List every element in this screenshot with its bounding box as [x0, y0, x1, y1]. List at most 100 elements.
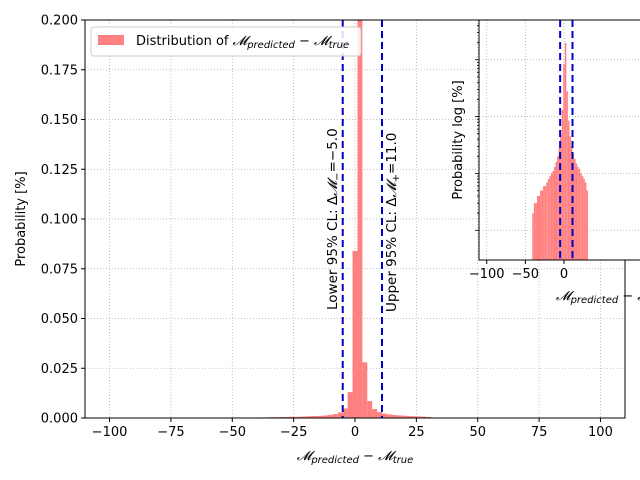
- inset-histogram-bar: [558, 148, 561, 260]
- legend-swatch: [98, 35, 124, 45]
- inset-histogram-bar: [575, 163, 578, 260]
- histogram-bar: [313, 416, 319, 418]
- inset-histogram-bar: [544, 186, 547, 260]
- x-tick-label: −50: [219, 425, 246, 440]
- inset-vlines: [559, 20, 574, 260]
- inset-x-tick-label: −100: [469, 267, 505, 282]
- inset-histogram-bar: [546, 182, 548, 260]
- histogram-bar: [323, 415, 328, 418]
- inset-histogram-bar: [549, 176, 551, 260]
- histogram-bar: [288, 416, 294, 418]
- inset-histogram-bar: [550, 173, 553, 260]
- inset-histogram-bar: [536, 196, 539, 260]
- y-tick-label: 0.175: [41, 63, 78, 78]
- main-vlines: [341, 20, 383, 418]
- y-tick-label: 0.000: [41, 412, 78, 427]
- main-bars: [254, 20, 432, 418]
- histogram-bar: [401, 415, 407, 418]
- inset-panel: −100 −50 0 Probability log [%] 𝓜predicted …: [451, 19, 640, 306]
- x-tick-label: 50: [469, 425, 486, 440]
- y-tick-label: 0.025: [41, 362, 78, 377]
- legend-label: Distribution of 𝓜predicted − 𝓜true: [136, 34, 349, 51]
- inset-histogram-bar: [532, 213, 534, 260]
- histogram-bar: [318, 415, 324, 418]
- histogram-bar: [362, 362, 368, 418]
- inset-histogram-bar: [574, 158, 576, 260]
- inset-histogram-bar: [581, 176, 584, 260]
- histogram-bar: [332, 414, 338, 418]
- inset-histogram-bar: [535, 203, 537, 260]
- x-tick-label: 25: [408, 425, 425, 440]
- main-x-ticks: −100 −75 −50 −25 0 25 50 75 100: [92, 418, 613, 440]
- y-tick-label: 0.100: [41, 213, 78, 228]
- histogram-bar: [308, 416, 314, 418]
- x-tick-label: 100: [588, 425, 613, 440]
- inset-x-ticks: −100 −50 0: [469, 260, 568, 282]
- histogram-bar: [347, 392, 353, 418]
- legend: Distribution of 𝓜predicted − 𝓜true: [90, 26, 362, 57]
- histogram-bar: [342, 408, 348, 418]
- x-tick-label: 75: [531, 425, 548, 440]
- main-y-ticks: 0.000 0.025 0.050 0.075 0.100 0.125 0.150 0.175…: [41, 14, 85, 427]
- inset-bars: [532, 42, 588, 261]
- inset-histogram-bar: [570, 146, 573, 260]
- histogram-bar: [303, 416, 309, 418]
- inset-x-axis-label: 𝓜predicted − 𝓜true: [556, 289, 640, 306]
- inset-histogram-bar: [561, 110, 564, 261]
- histogram-bar: [411, 416, 417, 418]
- histogram-bar: [372, 409, 378, 418]
- inset-x-tick-label: 0: [560, 267, 568, 282]
- inset-histogram-bar: [553, 166, 556, 260]
- y-tick-label: 0.150: [41, 113, 78, 128]
- upper-cl-label: Upper 95% CL: Δ𝓜+=11.0: [384, 133, 402, 312]
- histogram-bar: [406, 416, 412, 418]
- histogram-bar: [328, 414, 333, 418]
- histogram-bar: [396, 415, 402, 418]
- inset-histogram-bar: [586, 190, 588, 260]
- inset-histogram-bar: [583, 178, 585, 260]
- inset-histogram-bar: [569, 136, 571, 260]
- inset-histogram-bar: [566, 91, 568, 260]
- inset-histogram-bar: [564, 42, 567, 260]
- inset-x-tick-label: −50: [512, 267, 539, 282]
- inset-histogram-bar: [540, 190, 542, 260]
- histogram-bar: [391, 415, 397, 418]
- x-tick-label: −25: [280, 425, 307, 440]
- histogram-bar: [416, 416, 422, 418]
- inset-histogram-bar: [567, 120, 570, 261]
- lower-cl-label: Lower 95% CL: Δ𝓜−=−5.0: [325, 128, 343, 310]
- main-y-axis-label: Probability [%]: [14, 171, 29, 266]
- inset-y-ticks: [475, 19, 479, 231]
- inset-histogram-bar: [543, 186, 545, 260]
- inset-histogram-bar: [538, 196, 541, 260]
- y-tick-label: 0.125: [41, 163, 78, 178]
- inset-histogram-bar: [557, 156, 559, 260]
- inset-histogram-bar: [555, 161, 558, 260]
- legend-box: [90, 26, 362, 57]
- y-tick-label: 0.050: [41, 312, 78, 327]
- histogram-bar: [382, 413, 387, 418]
- histogram-bar: [352, 250, 358, 418]
- inset-y-axis-label: Probability log [%]: [451, 80, 466, 199]
- inset-histogram-bar: [547, 178, 550, 260]
- histogram-bar: [337, 412, 343, 418]
- inset-histogram-bar: [533, 203, 536, 260]
- inset-histogram-bar: [578, 168, 581, 260]
- histogram-bar: [293, 416, 299, 418]
- main-x-axis-label: 𝓜predicted − 𝓜true: [297, 449, 413, 466]
- inset-histogram-bar: [580, 173, 582, 260]
- inset-histogram-bar: [552, 171, 554, 260]
- histogram-bar: [367, 401, 373, 418]
- inset-histogram-bar: [577, 166, 579, 260]
- x-tick-label: −100: [92, 425, 128, 440]
- histogram-bar: [421, 416, 427, 418]
- inset-histogram-bar: [563, 64, 565, 261]
- x-tick-label: −75: [157, 425, 184, 440]
- histogram-bar: [357, 20, 363, 418]
- histogram-bar: [298, 416, 304, 418]
- x-tick-label: 0: [351, 425, 359, 440]
- inset-histogram-bar: [572, 153, 575, 260]
- histogram-bar: [386, 414, 392, 418]
- y-tick-label: 0.200: [41, 14, 78, 29]
